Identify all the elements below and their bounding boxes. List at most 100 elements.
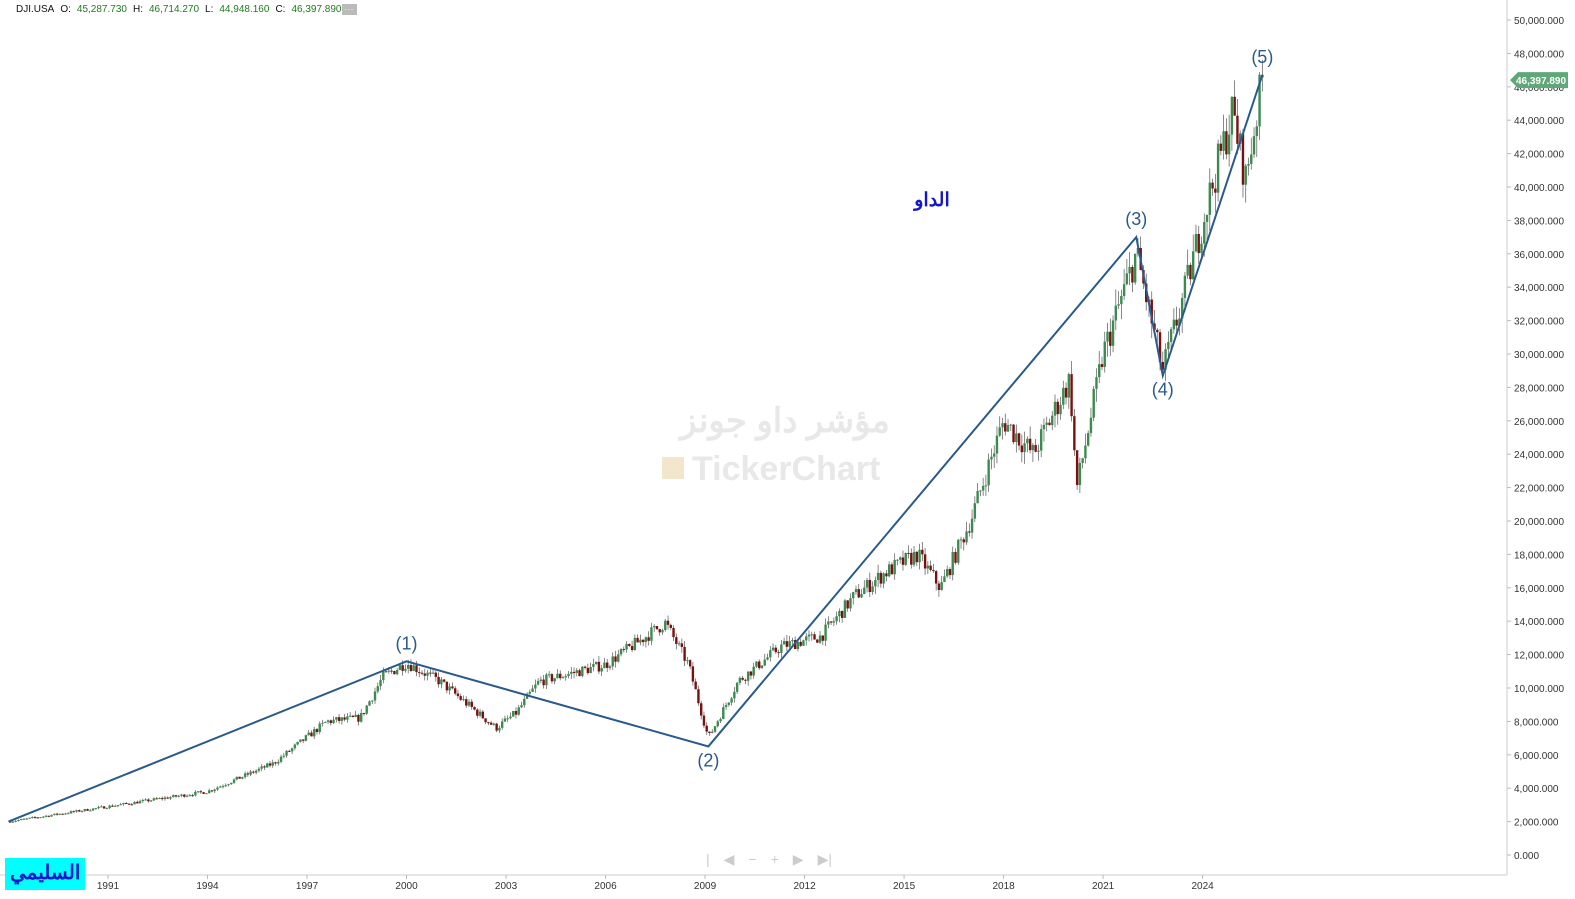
candle-body (865, 579, 869, 588)
candle-body (288, 750, 291, 752)
candle-body (1161, 361, 1165, 370)
candle-body (282, 755, 286, 757)
candle-body (1020, 445, 1024, 453)
nav-back-button[interactable]: ◀ (723, 851, 735, 867)
candle-body (1120, 296, 1123, 305)
y-tick-label: 46,000.000 (1514, 83, 1564, 94)
candle-body (929, 565, 932, 571)
candle-body (915, 551, 918, 563)
nav-start-button[interactable]: | (706, 851, 710, 867)
candle-body (735, 682, 739, 692)
candle-body (335, 717, 338, 720)
candle-body (990, 456, 993, 460)
candle-body (633, 637, 637, 651)
more-button[interactable]: ··· (341, 4, 357, 15)
candle-body (1203, 221, 1206, 244)
candle-body (177, 795, 180, 797)
x-tick-label: 2024 (1191, 881, 1214, 892)
y-tick-label: 20,000.000 (1514, 517, 1564, 528)
candle-body (174, 795, 178, 797)
candle-body (957, 539, 960, 563)
candle-body (556, 673, 559, 679)
zoom-out-button[interactable]: − (748, 851, 757, 867)
candle-body (1227, 134, 1231, 155)
candle-body (152, 798, 156, 801)
candle-body (467, 701, 471, 706)
nav-end-button[interactable]: ▶| (817, 851, 832, 867)
candle-body (550, 674, 554, 682)
candle-body (409, 664, 413, 671)
candle-body (782, 641, 786, 645)
candle-body (683, 646, 686, 661)
candle-body (252, 771, 255, 773)
chart-navigation: | ◀ − + ▶ ▶| (706, 851, 832, 868)
candle-body (382, 671, 385, 681)
candle-body (523, 698, 526, 706)
candle-body (185, 795, 189, 797)
candle-body (1012, 424, 1015, 443)
candle-body (166, 797, 169, 799)
candle-body (611, 656, 614, 667)
candle-body (260, 766, 263, 769)
y-tick-label: 14,000.000 (1514, 617, 1564, 628)
candle-body (741, 677, 744, 680)
candle-body (1222, 131, 1225, 151)
candle-body (268, 763, 272, 766)
candle-body (1089, 417, 1093, 434)
candle-body (647, 637, 650, 641)
candle-body (188, 795, 192, 797)
candle-body (1197, 233, 1200, 254)
candle-body (934, 571, 938, 584)
candle-body (760, 665, 764, 669)
candle-body (559, 673, 562, 679)
wave-label: (3) (1125, 209, 1147, 229)
candle-body (835, 616, 838, 622)
candle-body (78, 810, 81, 812)
close-label: C: (275, 4, 286, 15)
candle-body (896, 559, 899, 561)
candle-body (907, 552, 910, 554)
candle-body (661, 630, 664, 633)
candle-body (136, 801, 139, 804)
wave-label: (1) (396, 633, 418, 653)
candle-body (539, 679, 543, 681)
open-value: 45,287.730 (76, 4, 127, 15)
x-tick-label: 2021 (1092, 881, 1115, 892)
candle-body (771, 647, 775, 651)
candle-body (290, 748, 294, 752)
zoom-in-button[interactable]: + (770, 851, 779, 867)
candle-body (622, 649, 625, 651)
candle-body (105, 808, 109, 810)
candle-body (476, 709, 479, 716)
candle-body (882, 573, 885, 584)
candle-body (697, 689, 700, 704)
candle-body (489, 722, 493, 725)
candle-body (959, 539, 963, 541)
candle-body (337, 717, 341, 721)
candle-body (572, 671, 576, 673)
candle-body (398, 665, 402, 670)
candle-body (318, 723, 321, 733)
candle-body (973, 503, 977, 519)
candle-body (940, 582, 943, 590)
candle-body (373, 691, 377, 701)
candle-body (777, 652, 780, 654)
candle-body (702, 715, 706, 726)
candle-body (17, 820, 20, 822)
candle-body (639, 639, 642, 643)
candle-body (708, 731, 711, 734)
low-label: L: (205, 4, 214, 15)
candle-body (818, 635, 822, 643)
candle-body (91, 808, 95, 811)
candle-body (158, 798, 161, 800)
author-badge: السليمي (5, 858, 86, 890)
candle-body (1059, 404, 1062, 415)
candle-body (998, 427, 1001, 436)
candle-body (83, 809, 86, 811)
nav-forward-button[interactable]: ▶ (792, 851, 804, 867)
candle-body (1255, 126, 1258, 137)
candle-body (144, 799, 147, 801)
candle-body (448, 686, 451, 691)
candle-body (387, 670, 391, 672)
